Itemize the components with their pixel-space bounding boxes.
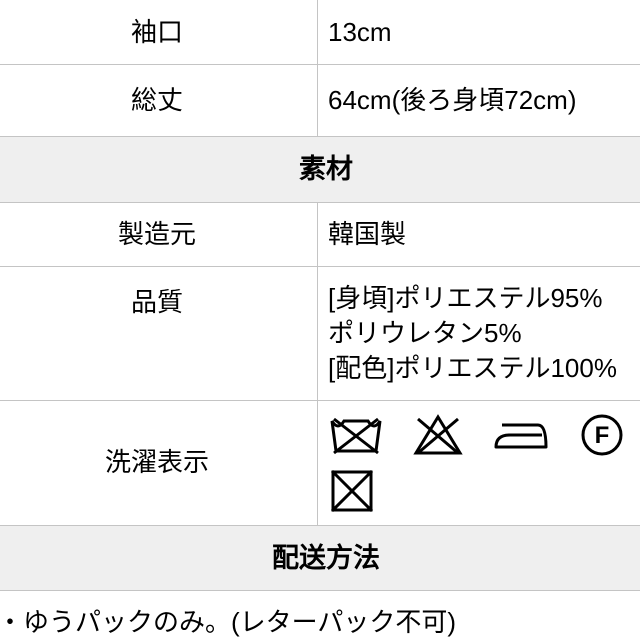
care-iron-icon	[492, 413, 550, 457]
row-sodeguchi-label: 袖口	[0, 1, 318, 65]
hinshitsu-line2: ポリウレタン5%	[328, 316, 640, 351]
care-no-bleach-icon	[412, 413, 464, 457]
spec-table: 袖口 13cm 総丈 64cm(後ろ身頃72cm) 素材 製造元 韓国製 品質 …	[0, 0, 640, 640]
row-sodeguchi-value: 13cm	[318, 1, 640, 65]
svg-text:F: F	[595, 422, 610, 449]
care-dryclean-f-icon: F	[578, 413, 626, 457]
care-no-dry-icon	[328, 469, 376, 513]
row-soutake-value: 64cm(後ろ身頃72cm)	[318, 65, 640, 137]
row-seizou-label: 製造元	[0, 202, 318, 266]
row-sentaku-label: 洗濯表示	[0, 401, 318, 526]
shipping-text: ・ゆうパックのみ。(レターパック不可)	[0, 591, 640, 640]
hinshitsu-line3: [配色]ポリエステル100%	[328, 351, 640, 386]
row-hinshitsu-value: [身頃]ポリエステル95% ポリウレタン5% [配色]ポリエステル100%	[318, 266, 640, 400]
row-hinshitsu-label: 品質	[0, 266, 318, 400]
section-haisou: 配送方法	[0, 526, 640, 591]
row-sentaku-value: F	[318, 401, 640, 526]
hinshitsu-line1: [身頃]ポリエステル95%	[328, 281, 640, 316]
section-sozai: 素材	[0, 137, 640, 202]
row-seizou-value: 韓国製	[318, 202, 640, 266]
care-no-wash-icon	[328, 413, 384, 457]
row-soutake-label: 総丈	[0, 65, 318, 137]
